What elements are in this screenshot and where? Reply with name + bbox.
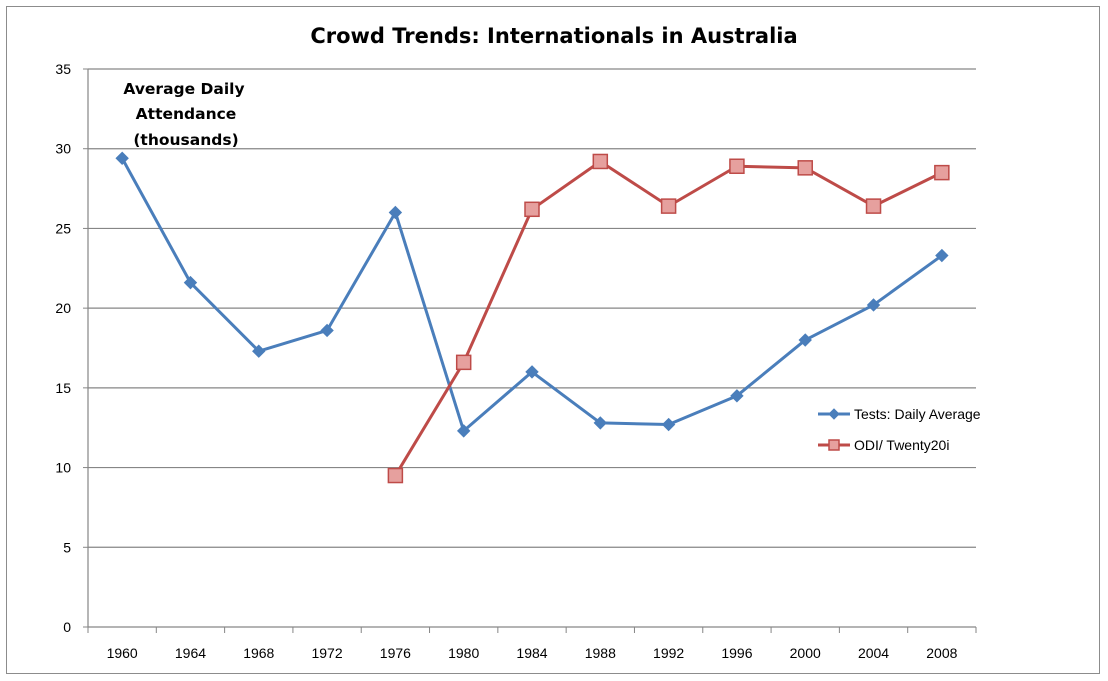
y-tick-label: 5: [63, 539, 71, 555]
data-point: [593, 416, 608, 430]
data-point: [388, 205, 403, 220]
x-tick-label: 1976: [380, 645, 411, 661]
y-tick-label: 15: [55, 380, 71, 396]
x-tick-label: 1960: [107, 645, 138, 661]
data-point: [797, 160, 813, 176]
x-tick-label: 1992: [653, 645, 684, 661]
x-tick-label: 1968: [243, 645, 274, 661]
x-tick-label: 1988: [585, 645, 616, 661]
data-point: [660, 198, 677, 214]
data-point: [524, 201, 540, 218]
data-point: [115, 151, 129, 165]
data-point: [934, 164, 950, 181]
series-odi: [387, 153, 950, 484]
data-point: [661, 417, 676, 432]
data-point: [456, 424, 471, 438]
legend-marker: [828, 408, 840, 420]
y-tick-label: 0: [63, 619, 71, 635]
annotation-line-2: Attendance: [136, 105, 237, 123]
x-tick-label: 2000: [790, 645, 821, 661]
annotation-line-3: (thousands): [133, 131, 238, 149]
chart-title: Crowd Trends: Internationals in Australi…: [310, 24, 797, 48]
legend-label: ODI/ Twenty20i: [854, 437, 949, 453]
data-point: [320, 323, 334, 338]
series-line: [120, 157, 943, 433]
legend: Tests: Daily Average ODI/ Twenty20i: [818, 406, 981, 453]
data-point: [730, 389, 744, 403]
y-tick-labels: 0 5 10 15 20 25 30 35: [55, 61, 71, 635]
x-tick-label: 2008: [926, 645, 957, 661]
data-point: [183, 275, 198, 290]
annotation: Average Daily Attendance (thousands): [123, 80, 244, 149]
x-tick-labels: 1960 1964 1968 1972 1976 1980 1984 1988 1992 1996…: [107, 645, 958, 661]
chart-frame: [6, 6, 1100, 674]
annotation-line-1: Average Daily: [123, 80, 244, 98]
y-tick-label: 25: [55, 220, 71, 236]
data-point: [866, 298, 881, 312]
data-point: [387, 467, 404, 484]
series-tests: [115, 151, 949, 438]
y-tick-label: 35: [55, 61, 71, 77]
data-point: [798, 333, 812, 347]
axes: [83, 68, 977, 633]
y-tick-label: 10: [55, 460, 71, 476]
legend-marker: [828, 439, 840, 451]
data-point: [252, 344, 266, 358]
x-tick-label: 1996: [721, 645, 752, 661]
data-point: [592, 153, 609, 170]
data-point: [729, 158, 745, 175]
data-point: [455, 354, 472, 371]
series-group: [115, 151, 950, 484]
gridlines: [88, 68, 976, 548]
x-tick-label: 1964: [175, 645, 206, 661]
data-point: [935, 248, 949, 263]
x-tick-label: 1984: [516, 645, 547, 661]
data-point: [525, 365, 539, 379]
y-tick-label: 20: [55, 300, 71, 316]
data-point: [865, 198, 882, 214]
x-tick-label: 1980: [448, 645, 479, 661]
y-tick-label: 30: [55, 141, 71, 157]
x-tick-label: 2004: [858, 645, 889, 661]
legend-label: Tests: Daily Average: [854, 406, 981, 422]
x-tick-label: 1972: [311, 645, 342, 661]
